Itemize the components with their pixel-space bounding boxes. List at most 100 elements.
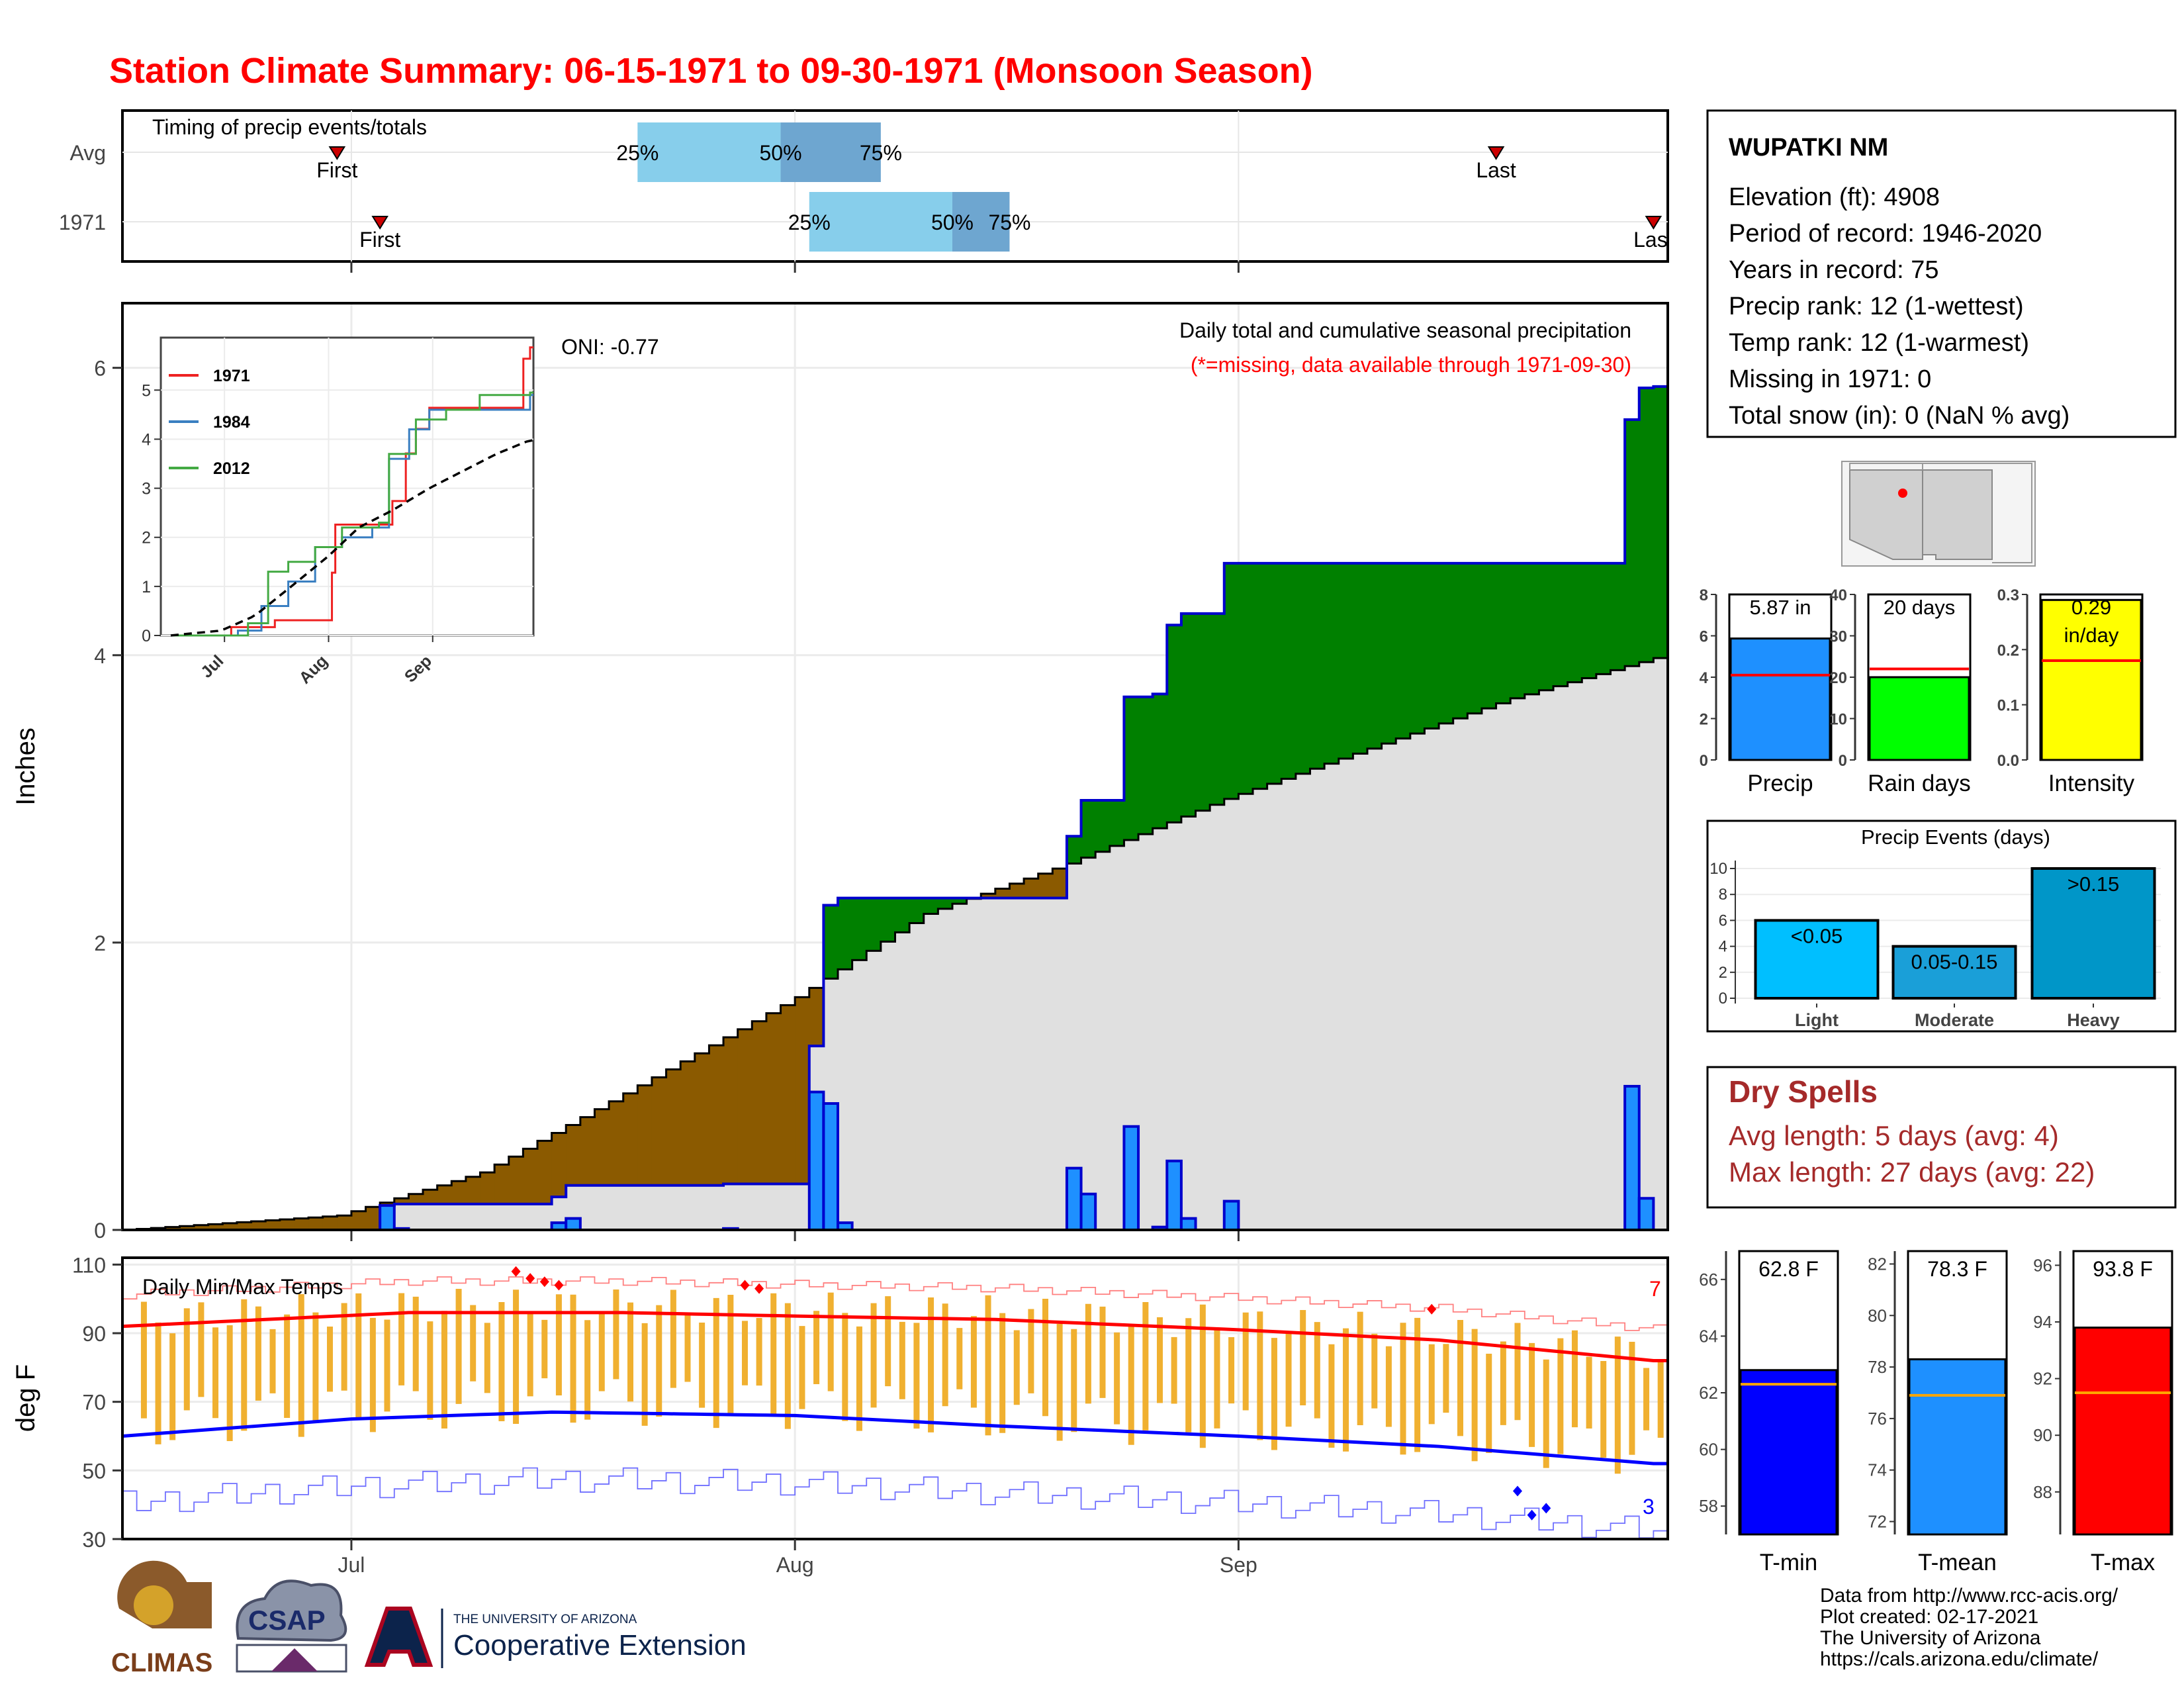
inset-legend-label: 2012 [213, 459, 250, 478]
deficit-area-segment [995, 888, 1011, 898]
average-area-segment [966, 898, 981, 1230]
average-area-segment [1496, 703, 1511, 1230]
summary-bar-value [1729, 637, 1831, 761]
deficit-area-segment [265, 1220, 281, 1230]
average-area-segment [1195, 810, 1210, 1230]
deficit-area-segment [780, 1005, 796, 1184]
temp-summary-y-tick-label: 88 [2033, 1482, 2052, 1502]
inset-average-line [170, 439, 534, 637]
dry-spells-title: Dry Spells [1729, 1074, 1878, 1109]
precip-areas [122, 385, 1669, 1231]
missing-note: (*=missing, data available through 1971-… [1191, 353, 1631, 377]
average-area-segment [1109, 845, 1125, 1230]
event-bar-label: 0.05-0.15 [1911, 951, 1998, 974]
deficit-area-segment [537, 1141, 553, 1204]
summary-bar-value-label: 0.29 [2071, 596, 2111, 619]
surplus-area-segment [1109, 800, 1125, 846]
precip-panel: 0 2 4 6 Inches ONI: -0.77 Daily total and c… [11, 302, 1669, 1243]
logo-ua: THE UNIVERSITY OF ARIZONA Cooperative Ex… [364, 1607, 747, 1668]
inset-y-tick-label: 5 [142, 381, 151, 400]
summary-y-tick-label: 0 [1700, 752, 1708, 770]
average-area-segment [1396, 738, 1411, 1230]
surplus-area-segment [1496, 563, 1511, 704]
summary-y-tick-label: 8 [1700, 586, 1708, 604]
station-precip-rank: Precip rank: 12 (1-wettest) [1729, 293, 2024, 320]
deficit-area-segment [423, 1190, 438, 1204]
surplus-area-segment [895, 898, 910, 933]
surplus-area-segment [1625, 419, 1640, 667]
deficit-area-segment [308, 1217, 324, 1230]
average-area-segment [508, 1203, 523, 1230]
temp-summary-y-tick-label: 80 [1868, 1305, 1887, 1325]
average-area-segment [1524, 694, 1540, 1230]
q50-label: 50% [760, 141, 802, 165]
timing-bars: 25% 50% 75% First Last 25% 50% 75% First Last [316, 112, 1706, 260]
summary-y-tick-label: 6 [1700, 628, 1708, 646]
logo-climas: CLIMAS [111, 1560, 212, 1677]
temp-summary-label: T-max [2091, 1550, 2156, 1575]
surplus-area-segment [1610, 563, 1625, 671]
average-area-segment [1152, 828, 1167, 1230]
map-state-neighbors [1849, 463, 2032, 563]
deficit-area-segment [165, 1227, 181, 1230]
cold-record-count: 3 [1643, 1495, 1655, 1519]
surplus-area-segment [880, 898, 896, 942]
average-area-segment [723, 1184, 739, 1230]
average-area-segment [1224, 798, 1239, 1230]
average-area-segment [752, 1184, 767, 1230]
temp-x-tick-label: Aug [776, 1553, 814, 1577]
quartile-25-50-bar [637, 122, 781, 182]
record-low-marker [1527, 1509, 1537, 1521]
summary-bar-value [2040, 598, 2142, 761]
summary-bar-sub-label: in/day [2064, 624, 2119, 647]
average-area-segment [423, 1203, 438, 1230]
temp-summary-label: T-min [1760, 1550, 1818, 1575]
average-area-segment [1138, 834, 1154, 1230]
temp-y-axis-label: deg F [11, 1364, 40, 1432]
temp-grid [122, 1258, 1668, 1540]
deficit-area-segment [437, 1185, 452, 1204]
deficit-area-segment [408, 1194, 424, 1204]
deficit-area-segment [394, 1198, 410, 1204]
deficit-area-segment [981, 894, 996, 898]
surplus-area-segment [1453, 563, 1468, 719]
location-map [1841, 461, 2036, 567]
summary-bar-label: Intensity [2048, 771, 2135, 796]
summary-y-tick-label: 30 [1829, 628, 1847, 646]
average-min-temp-line [122, 1410, 1668, 1466]
deficit-area-segment [222, 1223, 238, 1230]
quartile-25-50-bar [809, 192, 952, 252]
timing-label: Timing of precip events/totals [152, 115, 427, 139]
average-area-segment [838, 969, 853, 1230]
temp-summary-y-tick-label: 60 [1699, 1440, 1718, 1460]
summary-y-tick-label: 0 [1839, 752, 1847, 770]
average-area-segment [680, 1185, 696, 1230]
average-area-segment [694, 1185, 710, 1230]
average-area-segment [880, 941, 896, 1230]
deficit-area-segment [709, 1045, 724, 1186]
average-max-temp-line [122, 1311, 1668, 1362]
hot-record-count: 7 [1649, 1277, 1661, 1301]
temp-summary-y-tick-label: 92 [2033, 1369, 2052, 1389]
average-area-segment [923, 914, 938, 1230]
q25-label: 25% [788, 211, 831, 234]
first-event-marker [371, 216, 388, 230]
summary-bar-label: Precip [1747, 771, 1813, 796]
inset-y-tick-label: 0 [142, 627, 151, 645]
summary-bar-value-label: 20 days [1884, 596, 1956, 619]
average-area-segment [1353, 753, 1368, 1230]
station-temp-rank: Temp rank: 12 (1-warmest) [1729, 329, 2029, 357]
daily-precip-bar [1179, 1217, 1197, 1231]
record-high-marker [754, 1283, 764, 1294]
first-event-label: First [316, 158, 357, 182]
average-area-segment [1267, 784, 1282, 1230]
temp-marks [122, 1266, 1668, 1539]
surplus-area-segment [1639, 388, 1654, 663]
daily-precip-bar [1065, 1166, 1083, 1231]
daily-precip-bar [1079, 1192, 1097, 1232]
deficit-area-segment [594, 1109, 610, 1186]
first-event-label: First [359, 228, 400, 252]
last-event-marker [1645, 216, 1662, 230]
event-bar [1754, 919, 1880, 1000]
